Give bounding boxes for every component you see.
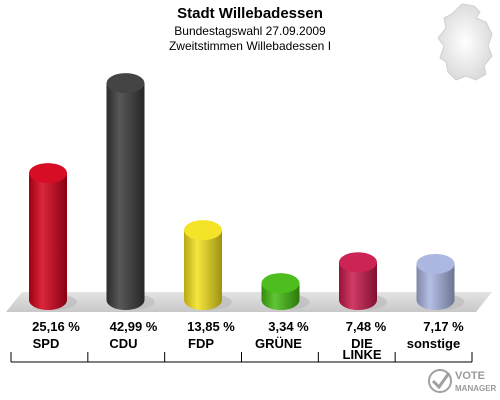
category-label-fdp: FDP — [188, 336, 214, 351]
category-label-spd: SPD — [33, 336, 60, 351]
category-label-die-linke-2: LINKE — [343, 347, 382, 362]
value-label-fdp: 13,85 % — [187, 319, 235, 334]
logo-line2: MANAGER — [455, 384, 497, 393]
chart-subtitle-date: Bundestagswahl 27.09.2009 — [174, 24, 326, 38]
vote-manager-logo: VOTE MANAGER — [428, 369, 497, 393]
value-label-gr-ne: 3,34 % — [268, 319, 309, 334]
value-label-spd: 25,16 % — [32, 319, 80, 334]
logo-line1: VOTE — [455, 370, 485, 382]
labels-group: 25,16 % SPD 42,99 % CDU 13,85 % FDP 3,34 % GRÜN… — [32, 319, 464, 362]
bar-spd — [29, 163, 77, 310]
category-axis — [10, 352, 473, 363]
category-label-sonstige: sonstige — [407, 336, 460, 351]
value-label-die-linke: 7,48 % — [346, 319, 387, 334]
bar-gr-ne — [261, 273, 310, 310]
germany-map-icon — [437, 3, 493, 81]
bar-die-linke — [339, 252, 387, 310]
category-label-cdu: CDU — [109, 336, 137, 351]
value-label-cdu: 42,99 % — [110, 319, 158, 334]
chart-subtitle-district: Zweitstimmen Willebadessen I — [169, 39, 331, 53]
value-label-sonstige: 7,17 % — [423, 319, 464, 334]
bars-group — [29, 73, 465, 310]
chart-title: Stadt Willebadessen — [177, 5, 323, 22]
bar-sonstige — [416, 253, 465, 310]
bar-cdu — [106, 73, 155, 310]
category-label-gr-ne: GRÜNE — [255, 336, 302, 351]
bar-fdp — [184, 220, 232, 310]
category-label-die-linke-1: DIE — [351, 336, 373, 351]
